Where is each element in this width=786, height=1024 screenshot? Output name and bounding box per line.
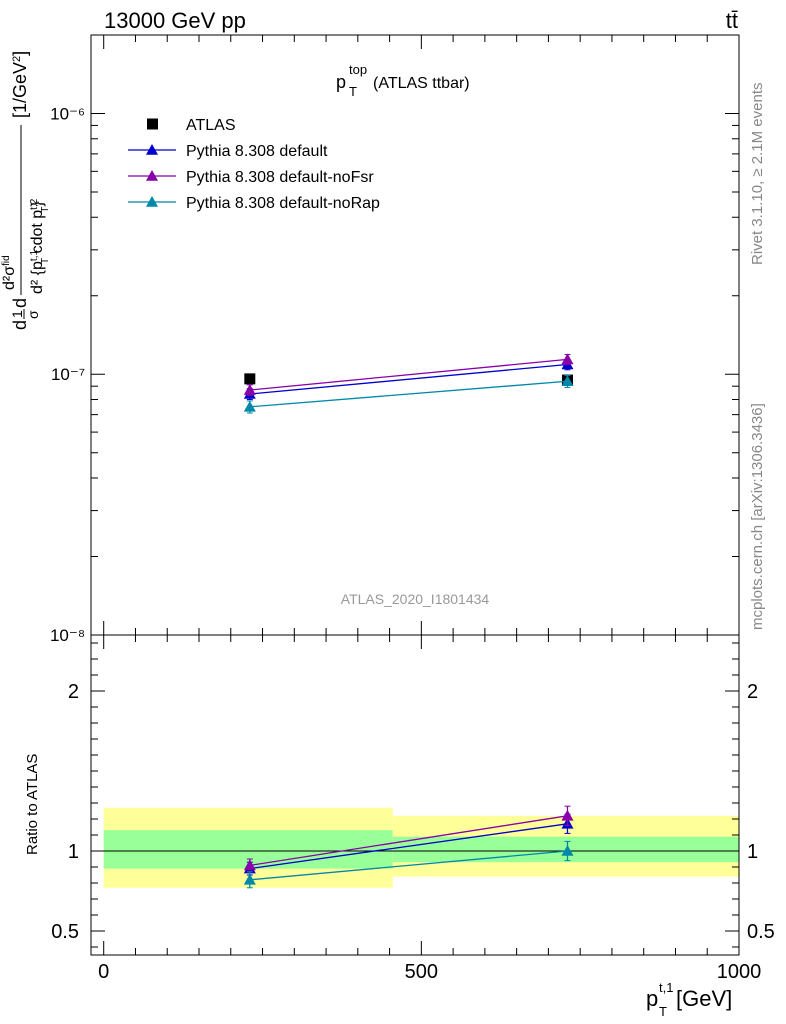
title-subscript: T — [349, 84, 357, 99]
main-y-axis-label: d 1 σ d d²σfid d² {pt,1T cdot pt,2T} [1/… — [1, 51, 51, 330]
main-title: p top T (ATLAS ttbar) — [336, 62, 470, 99]
main-data-marks — [243, 353, 574, 414]
ratio-series-line — [249, 823, 568, 870]
legend-marker-square — [147, 118, 158, 130]
x-tick-label: 0 — [98, 961, 109, 983]
ratio-data-marks — [243, 805, 574, 889]
ratio-bands — [91, 807, 739, 888]
main-y-label-frac-num: 1 — [9, 310, 25, 318]
legend: ATLAS Pythia 8.308 default Pythia 8.308 de… — [128, 117, 380, 212]
process-label: tt̄ — [726, 8, 738, 33]
title-superscript: top — [349, 62, 367, 77]
main-y-tick-label: 10⁻⁸ — [50, 626, 85, 645]
atlas-data-point — [244, 373, 256, 385]
main-y-label-numerator: d²σfid — [1, 255, 19, 290]
series-line — [249, 380, 568, 408]
x-tick-label: 1000 — [717, 961, 762, 983]
x-label-symbol: p — [646, 986, 658, 1011]
ratio-y-tick-label: 2 — [68, 681, 79, 703]
legend-entry-label: Pythia 8.308 default-noRap — [186, 195, 380, 212]
ratio-data-point — [561, 809, 574, 821]
series-data-point — [561, 353, 574, 365]
series-data-point — [561, 375, 574, 387]
ratio-y-tick-label-right: 0.5 — [747, 921, 775, 943]
x-axis-label: p t,1 T [GeV] — [646, 980, 732, 1019]
ratio-series-line — [249, 850, 568, 881]
legend-entry-label: Pythia 8.308 default — [186, 143, 328, 160]
ratio-data-point — [243, 873, 256, 885]
ratio-data-point — [561, 845, 574, 856]
ratio-panel-frame — [90, 634, 740, 956]
legend-marker-triangle — [146, 196, 158, 207]
title-symbol: p — [336, 72, 346, 92]
main-y-tick-label: 10⁻⁶ — [50, 104, 85, 123]
ratio-data-point — [243, 859, 256, 871]
x-tick-label: 500 — [405, 961, 438, 983]
main-y-label-frac-den: σ — [25, 310, 41, 319]
analysis-watermark: ATLAS_2020_I1801434 — [341, 591, 490, 607]
legend-marker-triangle — [146, 170, 158, 181]
ratio-y-tick-label: 0.5 — [51, 921, 79, 943]
ratio-y-tick-label-right: 1 — [747, 841, 758, 863]
main-axes: 10⁻⁸ 10⁻⁷ 10⁻⁶ — [50, 34, 740, 645]
legend-entry-label: ATLAS — [186, 117, 236, 134]
energy-label: 13000 GeV pp — [104, 8, 246, 33]
ratio-series-line — [249, 815, 568, 867]
main-y-tick-label: 10⁻⁷ — [51, 365, 85, 384]
series-data-point — [243, 384, 256, 395]
ratio-y-axis-label: Ratio to ATLAS — [24, 754, 41, 855]
main-y-label-denominator: d² {pt,1T cdot pt,2T} — [29, 198, 51, 294]
series-line — [249, 363, 568, 395]
title-rest: (ATLAS ttbar) — [373, 75, 470, 92]
main-y-label-unit: [1/GeV2] — [10, 51, 30, 118]
legend-marker-triangle — [146, 144, 158, 155]
x-label-superscript: t,1 — [659, 980, 673, 995]
mcplots-label: mcplots.cern.ch [arXiv:1306.3436] — [749, 403, 766, 630]
ratio-y-tick-label: 1 — [68, 841, 79, 863]
main-y-label-prefix: d — [10, 320, 30, 330]
rivet-label: Rivet 3.1.10, ≥ 2.1M events — [749, 83, 766, 266]
series-line — [249, 358, 568, 391]
main-y-label-d: d — [10, 298, 30, 308]
series-data-point — [243, 400, 256, 412]
legend-entry-label: Pythia 8.308 default-noFsr — [186, 169, 374, 186]
x-label-unit: [GeV] — [676, 986, 732, 1011]
ratio-y-tick-label-right: 2 — [747, 681, 758, 703]
x-label-subscript: T — [659, 1004, 667, 1019]
